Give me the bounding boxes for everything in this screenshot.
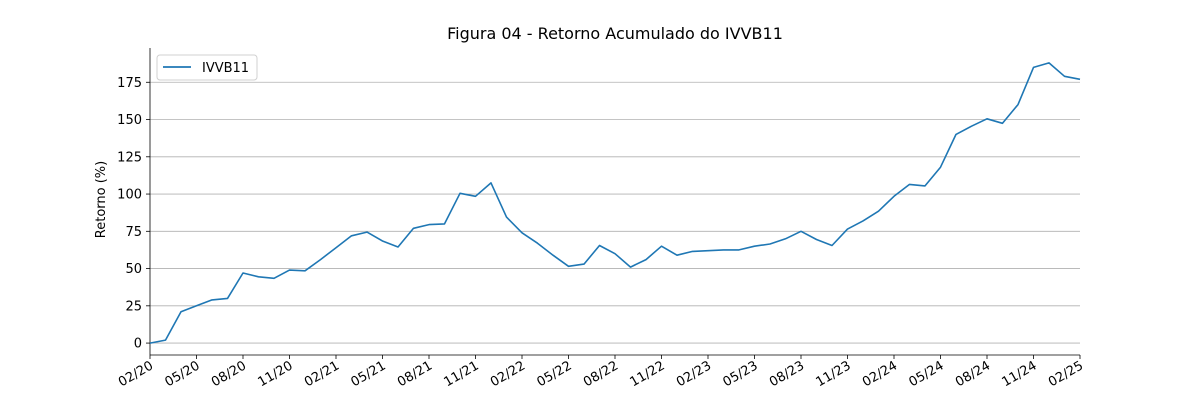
x-tick-label-3: 11/20 (256, 358, 296, 390)
x-tick-label-19: 11/24 (1000, 358, 1040, 390)
series-line-ivvb11 (149, 62, 1081, 344)
y-axis-label: Retorno (%) (94, 161, 109, 238)
y-tick-label-25: 25 (125, 299, 142, 314)
chart-title: Figura 04 - Retorno Acumulado do IVVB11 (447, 24, 783, 43)
x-tick-label-13: 05/23 (721, 358, 761, 390)
y-tick-label-0: 0 (134, 337, 142, 352)
x-tick-label-9: 05/22 (535, 358, 575, 390)
y-tick-label-75: 75 (125, 225, 142, 240)
x-tick-label-7: 11/21 (442, 358, 482, 390)
x-tick-label-20: 02/25 (1046, 358, 1086, 390)
y-tick-label-100: 100 (117, 188, 142, 203)
gridlines (150, 81, 1080, 344)
x-tick-label-17: 05/24 (907, 358, 947, 390)
x-tick-label-18: 08/24 (953, 358, 993, 390)
y-tick-label-50: 50 (125, 262, 142, 277)
legend: IVVB11 (156, 54, 258, 81)
x-tick-label-12: 02/23 (674, 358, 714, 390)
x-tick-label-15: 11/23 (814, 358, 854, 390)
legend-box (156, 54, 258, 81)
y-tick-label-150: 150 (117, 113, 142, 128)
y-tick-label-125: 125 (117, 150, 142, 165)
axes (149, 48, 1080, 356)
y-tick-label-175: 175 (117, 76, 142, 91)
x-tick-label-5: 05/21 (349, 358, 389, 390)
x-tick-label-16: 02/24 (860, 358, 900, 390)
y-axis-ticks: 0 25 50 75 100 125 150 175 (117, 76, 150, 352)
x-axis-ticks: 02/20 05/20 08/20 11/20 02/21 05/21 08/21 11/21… (116, 355, 1086, 390)
x-tick-label-6: 08/21 (395, 358, 435, 390)
x-tick-label-4: 02/21 (302, 358, 342, 390)
x-tick-label-11: 11/22 (628, 358, 668, 390)
x-tick-label-0: 02/20 (116, 358, 156, 390)
x-tick-label-14: 08/23 (767, 358, 807, 390)
series-lines (149, 62, 1081, 344)
x-tick-label-1: 05/20 (163, 358, 203, 390)
x-tick-label-10: 08/22 (581, 358, 621, 390)
x-tick-label-8: 02/22 (488, 358, 528, 390)
legend-label-ivvb11: IVVB11 (202, 61, 249, 76)
x-tick-label-2: 08/20 (209, 358, 249, 390)
